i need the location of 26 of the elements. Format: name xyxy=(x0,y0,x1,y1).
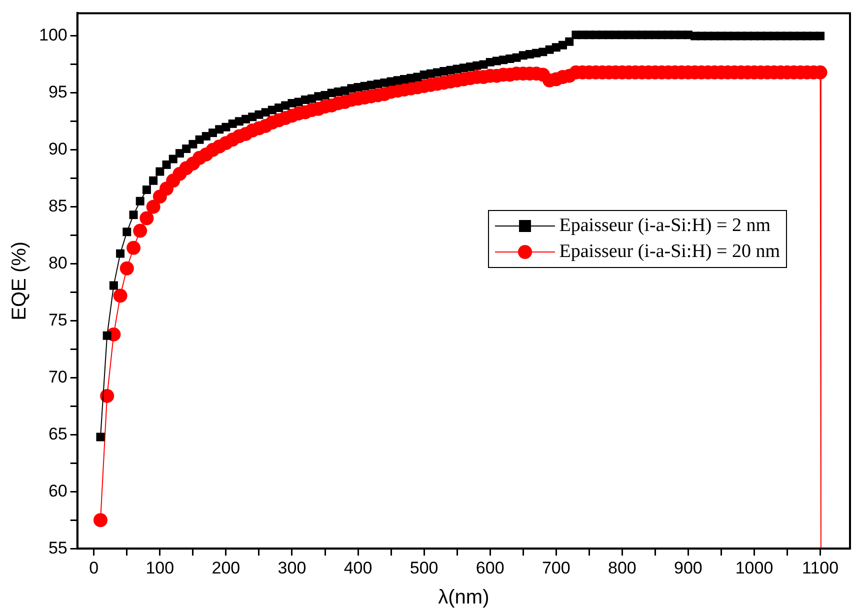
legend-label: Epaisseur (i-a-Si:H) = 2 nm xyxy=(559,215,770,237)
y-tick-label: 95 xyxy=(48,82,68,102)
y-tick-label: 55 xyxy=(48,538,68,558)
x-tick-label: 0 xyxy=(89,558,99,578)
x-tick-label: 900 xyxy=(674,558,702,578)
y-tick-label: 100 xyxy=(38,26,68,45)
y-tick-label: 80 xyxy=(48,254,68,272)
x-tick-label: 200 xyxy=(212,558,240,578)
y-tick-label: 75 xyxy=(48,310,68,330)
x-tick-label: 800 xyxy=(608,558,636,578)
y-tick-label: 60 xyxy=(48,481,68,500)
x-tick-label: 300 xyxy=(278,558,306,578)
x-tick-label: 100 xyxy=(146,558,174,578)
y-axis-title: EQE (%) xyxy=(8,241,31,320)
y-tick-label: 65 xyxy=(48,424,68,444)
x-tick-label: 500 xyxy=(410,558,438,578)
y-tick-label: 90 xyxy=(48,140,68,159)
legend-label: Epaisseur (i-a-Si:H) = 20 nm xyxy=(559,241,780,263)
x-tick-label: 1000 xyxy=(735,558,774,578)
x-tick-label: 400 xyxy=(344,558,372,578)
x-tick-label: 700 xyxy=(542,558,570,578)
y-tick-label: 85 xyxy=(48,196,68,216)
y-tick-label: 70 xyxy=(48,367,68,386)
x-axis-title: λ(nm) xyxy=(438,586,490,609)
x-tick-label: 1100 xyxy=(802,558,839,578)
x-tick-label: 600 xyxy=(476,558,504,578)
